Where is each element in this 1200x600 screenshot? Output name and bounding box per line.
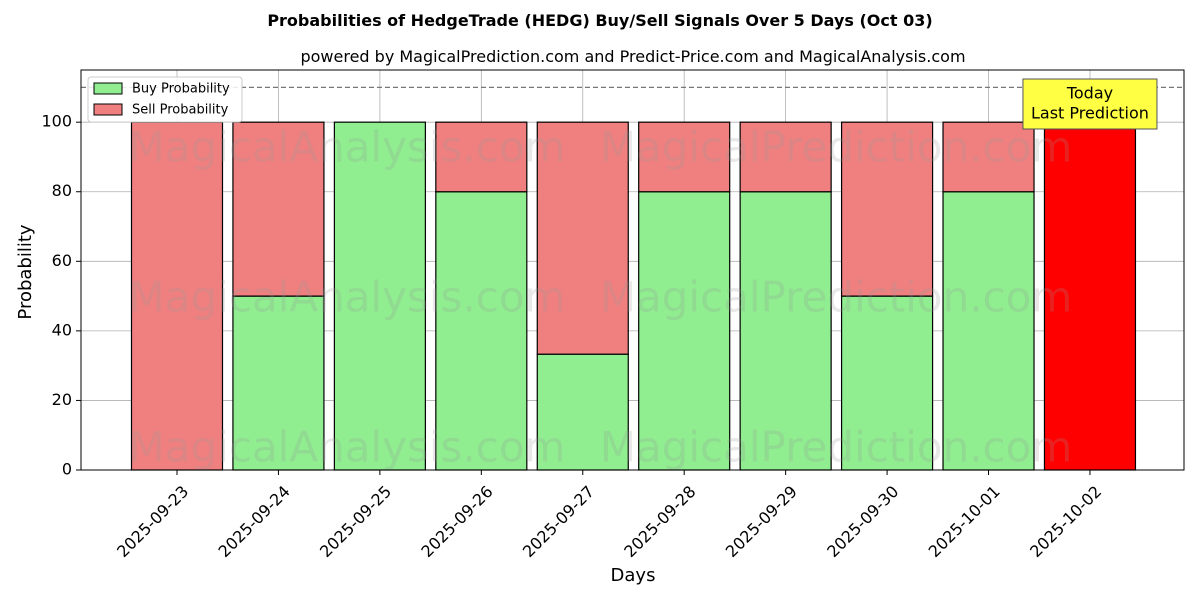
y-axis-label: Probability [15,224,36,319]
x-tick-label: 2025-09-28 [620,482,699,561]
y-tick-label: 20 [52,390,72,409]
x-tick-label: 2025-09-25 [316,482,395,561]
sell-bar [435,121,528,193]
legend-swatch-sell [93,103,123,116]
sell-bar [739,121,832,193]
y-tick-label: 0 [62,460,72,479]
watermark-text: MagicalAnalysis.com [129,273,566,322]
sell-bar [536,121,629,355]
sell-bar [130,121,224,471]
watermark-text: MagicalAnalysis.com [129,423,566,472]
buy-bar [638,191,731,471]
watermark-text: MagicalPrediction.com [600,423,1073,472]
x-tick-label: 2025-10-02 [1026,482,1105,561]
y-tick-label: 60 [52,251,72,270]
x-tick-label: 2025-09-29 [722,482,801,561]
watermark-text: MagicalPrediction.com [600,123,1073,172]
annotation-today: Today [1066,84,1113,103]
buy-bar [435,191,528,471]
plot-area: MagicalAnalysis.com MagicalPrediction.com… [41,69,1185,561]
legend-label-buy: Buy Probability [132,82,230,97]
sell-bar [638,121,731,193]
y-tick-label: 40 [52,320,72,339]
annotation-last-prediction: Last Prediction [1031,104,1149,123]
x-tick-label: 2025-09-24 [215,482,294,561]
x-tick-label: 2025-09-27 [519,482,598,561]
buy-bar [942,191,1035,471]
sell-bar [1043,121,1137,471]
buy-bar [333,121,426,471]
legend: Buy Probability Sell Probability [87,76,243,123]
watermark-text: MagicalPrediction.com [600,273,1073,322]
chart-subtitle: powered by MagicalPrediction.com and Pre… [300,47,965,66]
plot-frame [80,69,1185,471]
sell-bar [942,121,1035,193]
x-tick-label: 2025-09-23 [113,482,192,561]
x-tick-label: 2025-09-30 [823,482,902,561]
x-tick-label: 2025-09-26 [417,482,496,561]
legend-box [87,76,243,123]
watermark-text: MagicalAnalysis.com [129,123,566,172]
x-axis-label: Days [611,565,656,586]
buy-bar [840,295,934,471]
annotation-box [1022,78,1158,130]
legend-swatch-buy [93,82,123,95]
buy-bar [739,191,832,471]
sell-bar [840,121,934,297]
x-tick-label: 2025-10-01 [925,482,1004,561]
y-tick-label: 80 [52,181,72,200]
chart-title: Probabilities of HedgeTrade (HEDG) Buy/S… [267,11,932,30]
sell-bar [232,121,325,297]
y-tick-label: 100 [41,112,72,131]
legend-label-sell: Sell Probability [132,103,229,118]
